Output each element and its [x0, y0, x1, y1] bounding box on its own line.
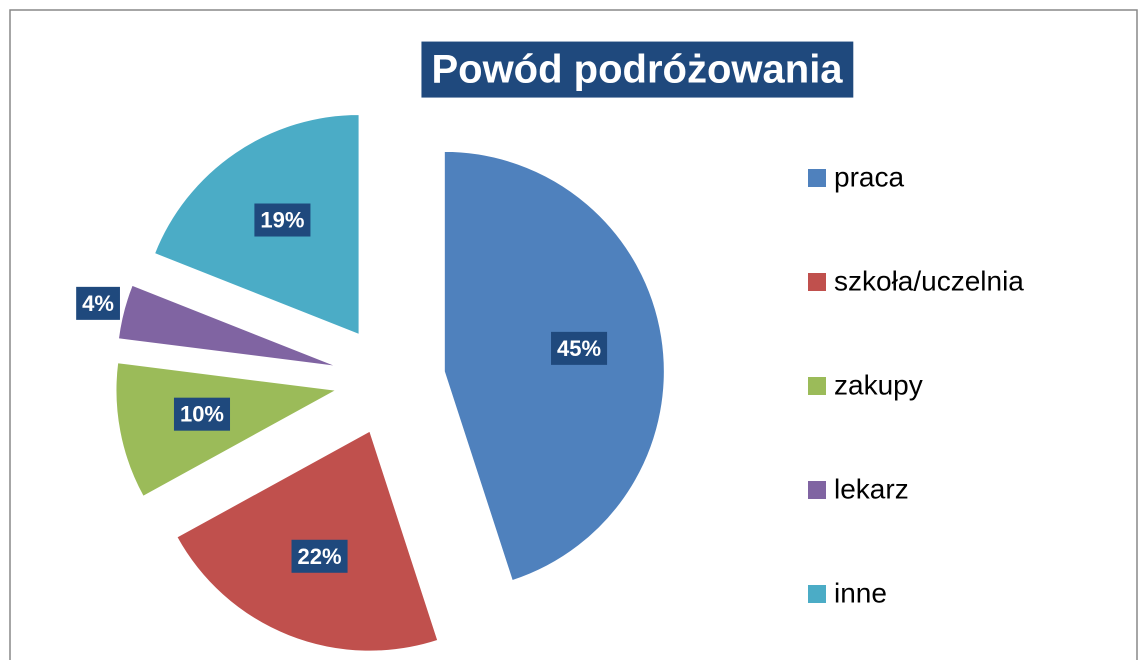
data-label: 10% — [180, 402, 224, 427]
legend-label: inne — [834, 577, 887, 608]
pie-slice — [117, 284, 337, 367]
legend-label: szkoła/uczelnia — [834, 265, 1024, 296]
data-label: 4% — [82, 291, 114, 316]
data-label-box — [76, 286, 120, 320]
legend-swatch — [808, 481, 826, 499]
data-label-box — [254, 203, 311, 237]
data-label: 19% — [260, 208, 304, 233]
legend-swatch — [808, 273, 826, 291]
data-label-box — [173, 397, 231, 431]
legend-swatch — [808, 377, 826, 395]
data-label-box — [551, 331, 608, 365]
data-label: 45% — [557, 336, 601, 361]
legend-swatch — [808, 169, 826, 187]
legend-label: lekarz — [834, 473, 909, 504]
title-box — [421, 41, 854, 98]
pie-slice — [443, 150, 665, 582]
data-label-box — [291, 539, 348, 573]
chart-title: Powód podróżowania — [431, 48, 843, 92]
legend-swatch — [808, 585, 826, 603]
legend-label: zakupy — [834, 369, 923, 400]
legend-label: praca — [834, 161, 904, 192]
data-label: 22% — [298, 544, 342, 569]
